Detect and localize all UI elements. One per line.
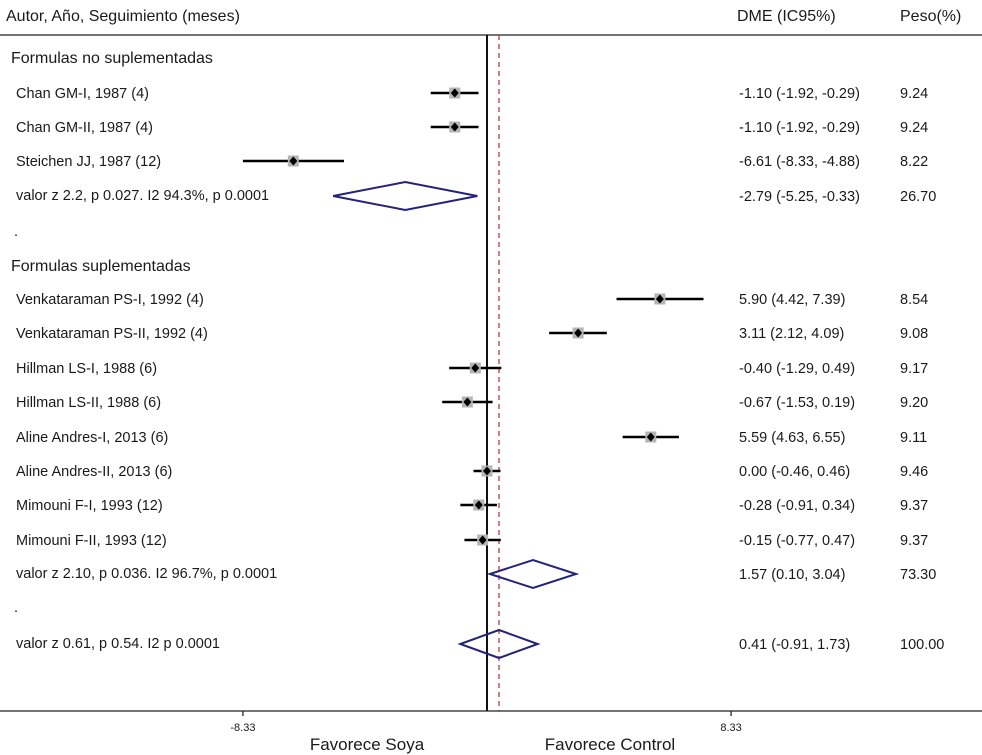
study-label: Mimouni F-II, 1993 (12) [16,533,167,549]
study-label: Aline Andres-II, 2013 (6) [16,464,172,480]
study-point-estimate [483,466,491,476]
x-tick-label: -8.33 [230,722,255,734]
study-label: Hillman LS-II, 1988 (6) [16,395,161,411]
study-weight-text: 9.46 [900,464,928,480]
subtotal-diamond [486,558,580,590]
subtotal-weight-text: 26.70 [900,189,936,205]
overall-ci-text: 0.41 (-0.91, 1.73) [739,637,850,653]
study-point-estimate [655,294,664,304]
study-point-estimate [463,397,472,407]
study-point-estimate [474,500,483,510]
study-ci-text: 5.90 (4.42, 7.39) [739,292,845,308]
study-weight-text: 9.11 [900,430,927,446]
study-label: Venkataraman PS-I, 1992 (4) [16,292,204,308]
study-weight-text: 8.54 [900,292,928,308]
overall-diamond [457,628,541,660]
study-weight-text: 9.17 [900,361,928,377]
study-ci-text: -6.61 (-8.33, -4.88) [739,154,860,170]
study-label: Aline Andres-I, 2013 (6) [16,430,168,446]
study-point-estimate [471,363,480,373]
plot-marks: Formulas no suplementadas Chan GM-I, 1987… [0,35,982,754]
subtotal-label: valor z 2.2, p 0.027. I2 94.3%, p 0.0001 [16,188,269,204]
study-ci-text: 5.59 (4.63, 6.55) [739,430,845,446]
subtotal-ci-text: -2.79 (-5.25, -0.33) [739,189,860,205]
group-separator: . [14,224,18,240]
subtotal-weight-text: 73.30 [900,567,936,583]
study-ci-text: -1.10 (-1.92, -0.29) [739,86,860,102]
study-ci-text: -0.28 (-0.91, 0.34) [739,498,855,514]
study-weight-text: 9.37 [900,533,928,549]
study-label: Hillman LS-I, 1988 (6) [16,361,157,377]
study-label: Venkataraman PS-II, 1992 (4) [16,326,208,342]
subtotal-label: valor z 2.10, p 0.036. I2 96.7%, p 0.000… [16,566,277,582]
subtotal-ci-text: 1.57 (0.10, 3.04) [739,567,845,583]
study-weight-text: 8.22 [900,154,928,170]
study-ci-text: -1.10 (-1.92, -0.29) [739,120,860,136]
group-separator: . [14,600,18,616]
overall-weight-text: 100.00 [900,637,944,653]
study-point-estimate [289,156,298,166]
study-column-header: Autor, Año, Seguimiento (meses) [6,8,240,25]
study-weight-text: 9.24 [900,120,928,136]
effect-column-header: DME (IC95%) [737,8,836,25]
study-point-estimate [574,328,583,338]
study-point-estimate [450,122,459,132]
study-weight-text: 9.37 [900,498,928,514]
study-point-estimate [478,535,487,545]
overall-label: valor z 0.61, p 0.54. I2 p 0.0001 [16,636,220,652]
study-weight-text: 9.24 [900,86,928,102]
study-weight-text: 9.08 [900,326,928,342]
study-label: Chan GM-I, 1987 (4) [16,86,149,102]
favors-right-label: Favorece Control [545,735,675,754]
study-point-estimate [450,88,459,98]
study-point-estimate [646,432,655,442]
weight-column-header: Peso(%) [900,8,961,25]
study-label: Chan GM-II, 1987 (4) [16,120,153,136]
subtotal-diamond [332,180,478,212]
study-ci-text: 3.11 (2.12, 4.09) [739,326,844,342]
group-title: Formulas suplementadas [11,258,191,275]
group-title: Formulas no suplementadas [11,50,213,67]
study-ci-text: -0.40 (-1.29, 0.49) [739,361,855,377]
study-weight-text: 9.20 [900,395,928,411]
x-tick-label: 8.33 [720,722,741,734]
study-label: Mimouni F-I, 1993 (12) [16,498,163,514]
study-ci-text: -0.67 (-1.53, 0.19) [739,395,855,411]
study-label: Steichen JJ, 1987 (12) [16,154,161,170]
study-ci-text: -0.15 (-0.77, 0.47) [739,533,855,549]
study-ci-text: 0.00 (-0.46, 0.46) [739,464,850,480]
favors-left-label: Favorece Soya [310,735,425,754]
